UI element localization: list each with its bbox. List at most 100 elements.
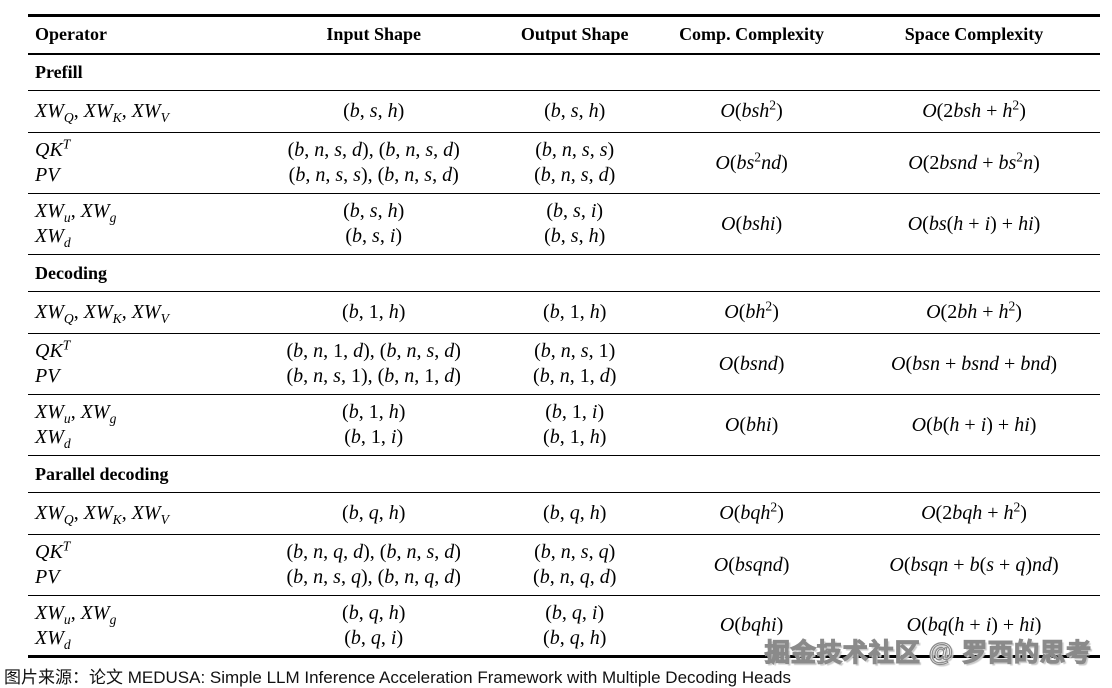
math-line: O(bsqnd) xyxy=(713,553,790,576)
math-line: O(bsn + bsnd + bnd) xyxy=(891,352,1057,375)
math-line: (b, s, h) xyxy=(343,100,405,122)
math-line: O(b(h + i) + hi) xyxy=(911,413,1037,436)
table-row: XWu, XWg XWd (b, q, h) (b, q, i) (b, q, i) (b… xyxy=(28,595,1100,657)
cell-input: (b, 1, h) (b, 1, i) xyxy=(253,395,494,456)
math-line: QKT xyxy=(35,337,71,362)
math-line: XWQ, XWK, XWV xyxy=(35,301,169,326)
cell-space: O(bq(h + i) + hi) xyxy=(848,596,1100,657)
math-line: (b, s, h) xyxy=(343,200,405,222)
cell-output: (b, q, h) xyxy=(494,493,655,535)
math-line: (b, n, s, s) xyxy=(535,139,615,161)
math-line: (b, 1, h) xyxy=(342,401,406,423)
section-label: Prefill xyxy=(35,61,83,82)
math-line: (b, n, s, q), (b, n, q, d) xyxy=(286,566,461,588)
math-line: XWd xyxy=(35,225,71,250)
math-line: O(2bsh + h2) xyxy=(922,97,1026,122)
column-header-output-shape: Output Shape xyxy=(520,24,629,45)
math-line: (b, n, 1, d) xyxy=(533,365,617,387)
math-line: (b, q, i) xyxy=(545,601,605,624)
math-line: PV xyxy=(35,164,60,186)
math-line: O(bs(h + i) + hi) xyxy=(907,212,1041,235)
math-line: (b, n, q, d), (b, n, s, d) xyxy=(286,541,461,563)
cell-space: O(2bqh + h2) xyxy=(848,493,1100,535)
math-line: (b, s, h) xyxy=(544,225,606,247)
cell-op: QKT PV xyxy=(28,535,253,596)
cell-input: (b, n, s, d), (b, n, s, d) (b, n, s, s), … xyxy=(253,133,494,194)
math-line: (b, n, s, 1) xyxy=(534,340,616,362)
cell-output: (b, 1, i) (b, 1, h) xyxy=(494,395,655,456)
math-line: (b, s, i) xyxy=(546,200,604,222)
cell-op: XWQ, XWK, XWV xyxy=(28,91,253,133)
math-line: (b, s, h) xyxy=(544,100,606,122)
cell-op: QKT PV xyxy=(28,133,253,194)
math-line: (b, n, s, d) xyxy=(534,164,616,186)
cell-comp: O(bqh2) xyxy=(655,493,848,535)
column-header-input-shape: Input Shape xyxy=(326,24,421,45)
math-line: XWu, XWg xyxy=(35,601,117,627)
section-label: Parallel decoding xyxy=(35,463,169,484)
math-line: O(2bsnd + bs2n) xyxy=(908,148,1040,174)
cell-input: (b, n, q, d), (b, n, s, d) (b, n, s, q), … xyxy=(253,535,494,596)
math-line: O(bq(h + i) + hi) xyxy=(906,614,1042,636)
math-line: (b, q, h) xyxy=(342,601,406,624)
math-line: (b, q, h) xyxy=(342,502,406,524)
cell-comp: O(bh2) xyxy=(655,292,848,334)
cell-input: (b, n, 1, d), (b, n, s, d) (b, n, s, 1), … xyxy=(253,334,494,395)
section-row: Prefill xyxy=(28,53,1100,91)
cell-comp: O(bqhi) xyxy=(655,596,848,657)
cell-op: XWu, XWg XWd xyxy=(28,194,253,255)
math-line: (b, n, s, s), (b, n, s, d) xyxy=(288,164,459,186)
math-line: O(bh2) xyxy=(724,298,779,323)
cell-op: QKT PV xyxy=(28,334,253,395)
math-line: O(bqhi) xyxy=(719,614,784,636)
math-line: O(bsqn + b(s + q)nd) xyxy=(889,553,1059,576)
section-row: Parallel decoding xyxy=(28,455,1100,493)
cell-space: O(2bsh + h2) xyxy=(848,91,1100,133)
section-label: Decoding xyxy=(35,262,107,283)
math-line: (b, n, q, d) xyxy=(533,566,617,588)
math-line: O(bhi) xyxy=(724,413,779,436)
math-line: (b, 1, h) xyxy=(543,426,607,448)
math-line: PV xyxy=(35,566,60,588)
table-row: XWu, XWg XWd (b, s, h) (b, s, i) (b, s, i) (b… xyxy=(28,193,1100,255)
math-line: (b, s, i) xyxy=(345,225,403,247)
cell-op: XWu, XWg XWd xyxy=(28,395,253,456)
cell-output: (b, n, s, s) (b, n, s, d) xyxy=(494,133,655,194)
table-row: XWQ, XWK, XWV (b, 1, h) (b, 1, h) O(bh2) O(2… xyxy=(28,291,1100,334)
math-line: XWd xyxy=(35,626,71,652)
math-line: (b, 1, h) xyxy=(342,301,406,323)
cell-comp: O(bshi) xyxy=(655,194,848,255)
math-line: XWd xyxy=(35,426,71,451)
cell-output: (b, 1, h) xyxy=(494,292,655,334)
column-header-comp-complexity: Comp. Complexity xyxy=(679,24,825,45)
math-line: O(bs2nd) xyxy=(715,148,788,174)
image-source-caption: 图片来源：论文 MEDUSA: Simple LLM Inference Acc… xyxy=(4,668,791,687)
math-line: (b, n, s, 1), (b, n, 1, d) xyxy=(286,365,461,387)
cell-output: (b, s, h) xyxy=(494,91,655,133)
math-line: (b, 1, i) xyxy=(344,426,404,448)
cell-output: (b, q, i) (b, q, h) xyxy=(494,596,655,657)
math-line: (b, q, h) xyxy=(543,502,607,524)
cell-space: O(2bh + h2) xyxy=(848,292,1100,334)
math-line: O(2bqh + h2) xyxy=(921,499,1027,524)
math-line: (b, n, 1, d), (b, n, s, d) xyxy=(286,340,461,362)
table-row: QKT PV (b, n, 1, d), (b, n, s, d) (b, n, s,… xyxy=(28,333,1100,395)
cell-comp: O(bsnd) xyxy=(655,334,848,395)
math-line: (b, q, h) xyxy=(543,626,607,649)
math-line: XWQ, XWK, XWV xyxy=(35,502,169,527)
cell-op: XWu, XWg XWd xyxy=(28,596,253,657)
cell-input: (b, 1, h) xyxy=(253,292,494,334)
math-line: XWu, XWg xyxy=(35,401,117,426)
table-body: Prefill XWQ, XWK, XWV (b, s, h) (b, s, h) O(… xyxy=(28,53,1100,657)
table-row: QKT PV (b, n, s, d), (b, n, s, d) (b, n, s,… xyxy=(28,132,1100,194)
math-line: PV xyxy=(35,365,60,387)
column-header-operator: Operator xyxy=(35,24,107,45)
math-line: O(bqh2) xyxy=(719,499,784,524)
math-line: (b, 1, h) xyxy=(543,301,607,323)
math-line: (b, n, s, d), (b, n, s, d) xyxy=(287,139,460,161)
cell-output: (b, n, s, q) (b, n, q, d) xyxy=(494,535,655,596)
cell-op: XWQ, XWK, XWV xyxy=(28,292,253,334)
math-line: QKT xyxy=(35,538,71,563)
math-line: (b, q, i) xyxy=(344,626,404,649)
cell-space: O(2bsnd + bs2n) xyxy=(848,133,1100,194)
